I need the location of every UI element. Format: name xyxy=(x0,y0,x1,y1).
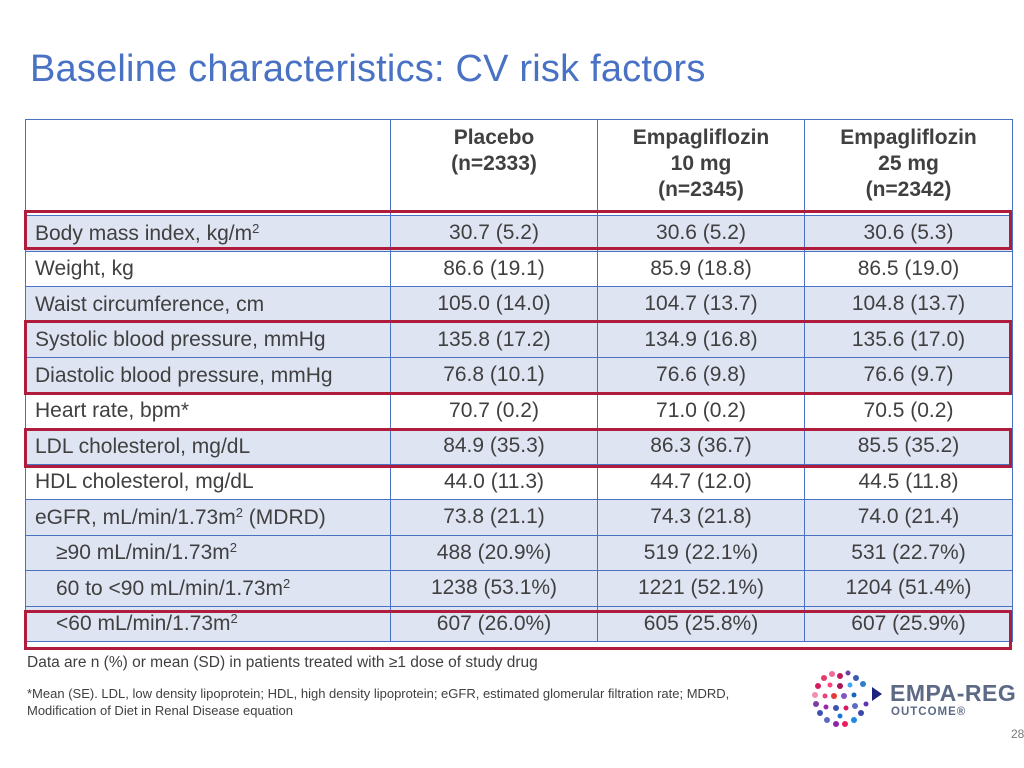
row-value: 1204 (51.4%) xyxy=(804,570,1013,607)
row-value: 135.6 (17.0) xyxy=(804,321,1013,358)
row-label: Systolic blood pressure, mmHg xyxy=(25,321,391,358)
slide-title: Baseline characteristics: CV risk factor… xyxy=(30,48,706,90)
table-row: HDL cholesterol, mg/dL 44.0 (11.3) 44.7 (1… xyxy=(25,463,1013,500)
table-row: Systolic blood pressure, mmHg 135.8 (17.2… xyxy=(25,321,1013,358)
logo-text-empa-reg: EMPA-REG xyxy=(890,680,1017,706)
row-label: 60 to <90 mL/min/1.73m2 xyxy=(25,570,391,607)
empa-reg-logo-icon xyxy=(812,670,882,727)
row-value: 104.7 (13.7) xyxy=(597,286,805,323)
row-value: 85.9 (18.8) xyxy=(597,250,805,287)
table-row: Diastolic blood pressure, mmHg 76.8 (10.1… xyxy=(25,357,1013,394)
row-label: Waist circumference, cm xyxy=(25,286,391,323)
row-value: 30.6 (5.2) xyxy=(597,215,805,252)
table-row: Weight, kg 86.6 (19.1) 85.9 (18.8) 86.5 (19… xyxy=(25,250,1013,287)
row-value: 86.6 (19.1) xyxy=(390,250,598,287)
row-value: 74.3 (21.8) xyxy=(597,499,805,536)
table-row: <60 mL/min/1.73m2 607 (26.0%) 605 (25.8%) 6… xyxy=(25,605,1013,642)
table-row: ≥90 mL/min/1.73m2 488 (20.9%) 519 (22.1%) 5… xyxy=(25,534,1013,571)
row-value: 73.8 (21.1) xyxy=(390,499,598,536)
row-value: 105.0 (14.0) xyxy=(390,286,598,323)
baseline-table: Placebo (n=2333) Empagliflozin 10 mg (n=… xyxy=(25,119,1013,642)
row-value: 30.7 (5.2) xyxy=(390,215,598,252)
row-value: 86.3 (36.7) xyxy=(597,428,805,465)
row-value: 76.8 (10.1) xyxy=(390,357,598,394)
header-empagliflozin-10mg: Empagliflozin 10 mg (n=2345) xyxy=(597,119,805,216)
row-value: 74.0 (21.4) xyxy=(804,499,1013,536)
row-label: LDL cholesterol, mg/dL xyxy=(25,428,391,465)
row-label: Weight, kg xyxy=(25,250,391,287)
row-value: 85.5 (35.2) xyxy=(804,428,1013,465)
row-value: 44.5 (11.8) xyxy=(804,463,1013,500)
page-number: 28 xyxy=(1011,727,1024,741)
row-value: 76.6 (9.7) xyxy=(804,357,1013,394)
row-value: 488 (20.9%) xyxy=(390,534,598,571)
table-row: LDL cholesterol, mg/dL 84.9 (35.3) 86.3 (3… xyxy=(25,428,1013,465)
row-value: 44.7 (12.0) xyxy=(597,463,805,500)
row-value: 531 (22.7%) xyxy=(804,534,1013,571)
row-value: 607 (26.0%) xyxy=(390,605,598,642)
footnote-main: Data are n (%) or mean (SD) in patients … xyxy=(27,654,538,671)
row-label: Diastolic blood pressure, mmHg xyxy=(25,357,391,394)
row-label: Heart rate, bpm* xyxy=(25,392,391,429)
row-value: 1238 (53.1%) xyxy=(390,570,598,607)
footnote-abbreviations: *Mean (SE). LDL, low density lipoprotein… xyxy=(27,686,730,718)
row-value: 70.5 (0.2) xyxy=(804,392,1013,429)
table-row: 60 to <90 mL/min/1.73m2 1238 (53.1%) 1221 … xyxy=(25,570,1013,607)
table-row: Heart rate, bpm* 70.7 (0.2) 71.0 (0.2) 70.5… xyxy=(25,392,1013,429)
row-value: 30.6 (5.3) xyxy=(804,215,1013,252)
row-value: 134.9 (16.8) xyxy=(597,321,805,358)
row-label: HDL cholesterol, mg/dL xyxy=(25,463,391,500)
table-row: Body mass index, kg/m2 30.7 (5.2) 30.6 (5.… xyxy=(25,215,1013,252)
row-label: Body mass index, kg/m2 xyxy=(25,215,391,252)
row-label: eGFR, mL/min/1.73m2 (MDRD) xyxy=(25,499,391,536)
row-value: 519 (22.1%) xyxy=(597,534,805,571)
row-value: 104.8 (13.7) xyxy=(804,286,1013,323)
logo-text-outcome: OUTCOME® xyxy=(891,706,967,718)
row-value: 135.8 (17.2) xyxy=(390,321,598,358)
row-value: 44.0 (11.3) xyxy=(390,463,598,500)
row-value: 1221 (52.1%) xyxy=(597,570,805,607)
header-placebo: Placebo (n=2333) xyxy=(390,119,598,216)
row-value: 605 (25.8%) xyxy=(597,605,805,642)
row-label: ≥90 mL/min/1.73m2 xyxy=(25,534,391,571)
header-label-column xyxy=(25,119,391,216)
row-value: 86.5 (19.0) xyxy=(804,250,1013,287)
row-value: 607 (25.9%) xyxy=(804,605,1013,642)
row-value: 84.9 (35.3) xyxy=(390,428,598,465)
table-row: eGFR, mL/min/1.73m2 (MDRD) 73.8 (21.1) 74.… xyxy=(25,499,1013,536)
table-header-row: Placebo (n=2333) Empagliflozin 10 mg (n=… xyxy=(25,119,1013,216)
row-label: <60 mL/min/1.73m2 xyxy=(25,605,391,642)
row-value: 76.6 (9.8) xyxy=(597,357,805,394)
row-value: 71.0 (0.2) xyxy=(597,392,805,429)
header-empagliflozin-25mg: Empagliflozin 25 mg (n=2342) xyxy=(804,119,1013,216)
table-row: Waist circumference, cm 105.0 (14.0) 104.7… xyxy=(25,286,1013,323)
row-value: 70.7 (0.2) xyxy=(390,392,598,429)
